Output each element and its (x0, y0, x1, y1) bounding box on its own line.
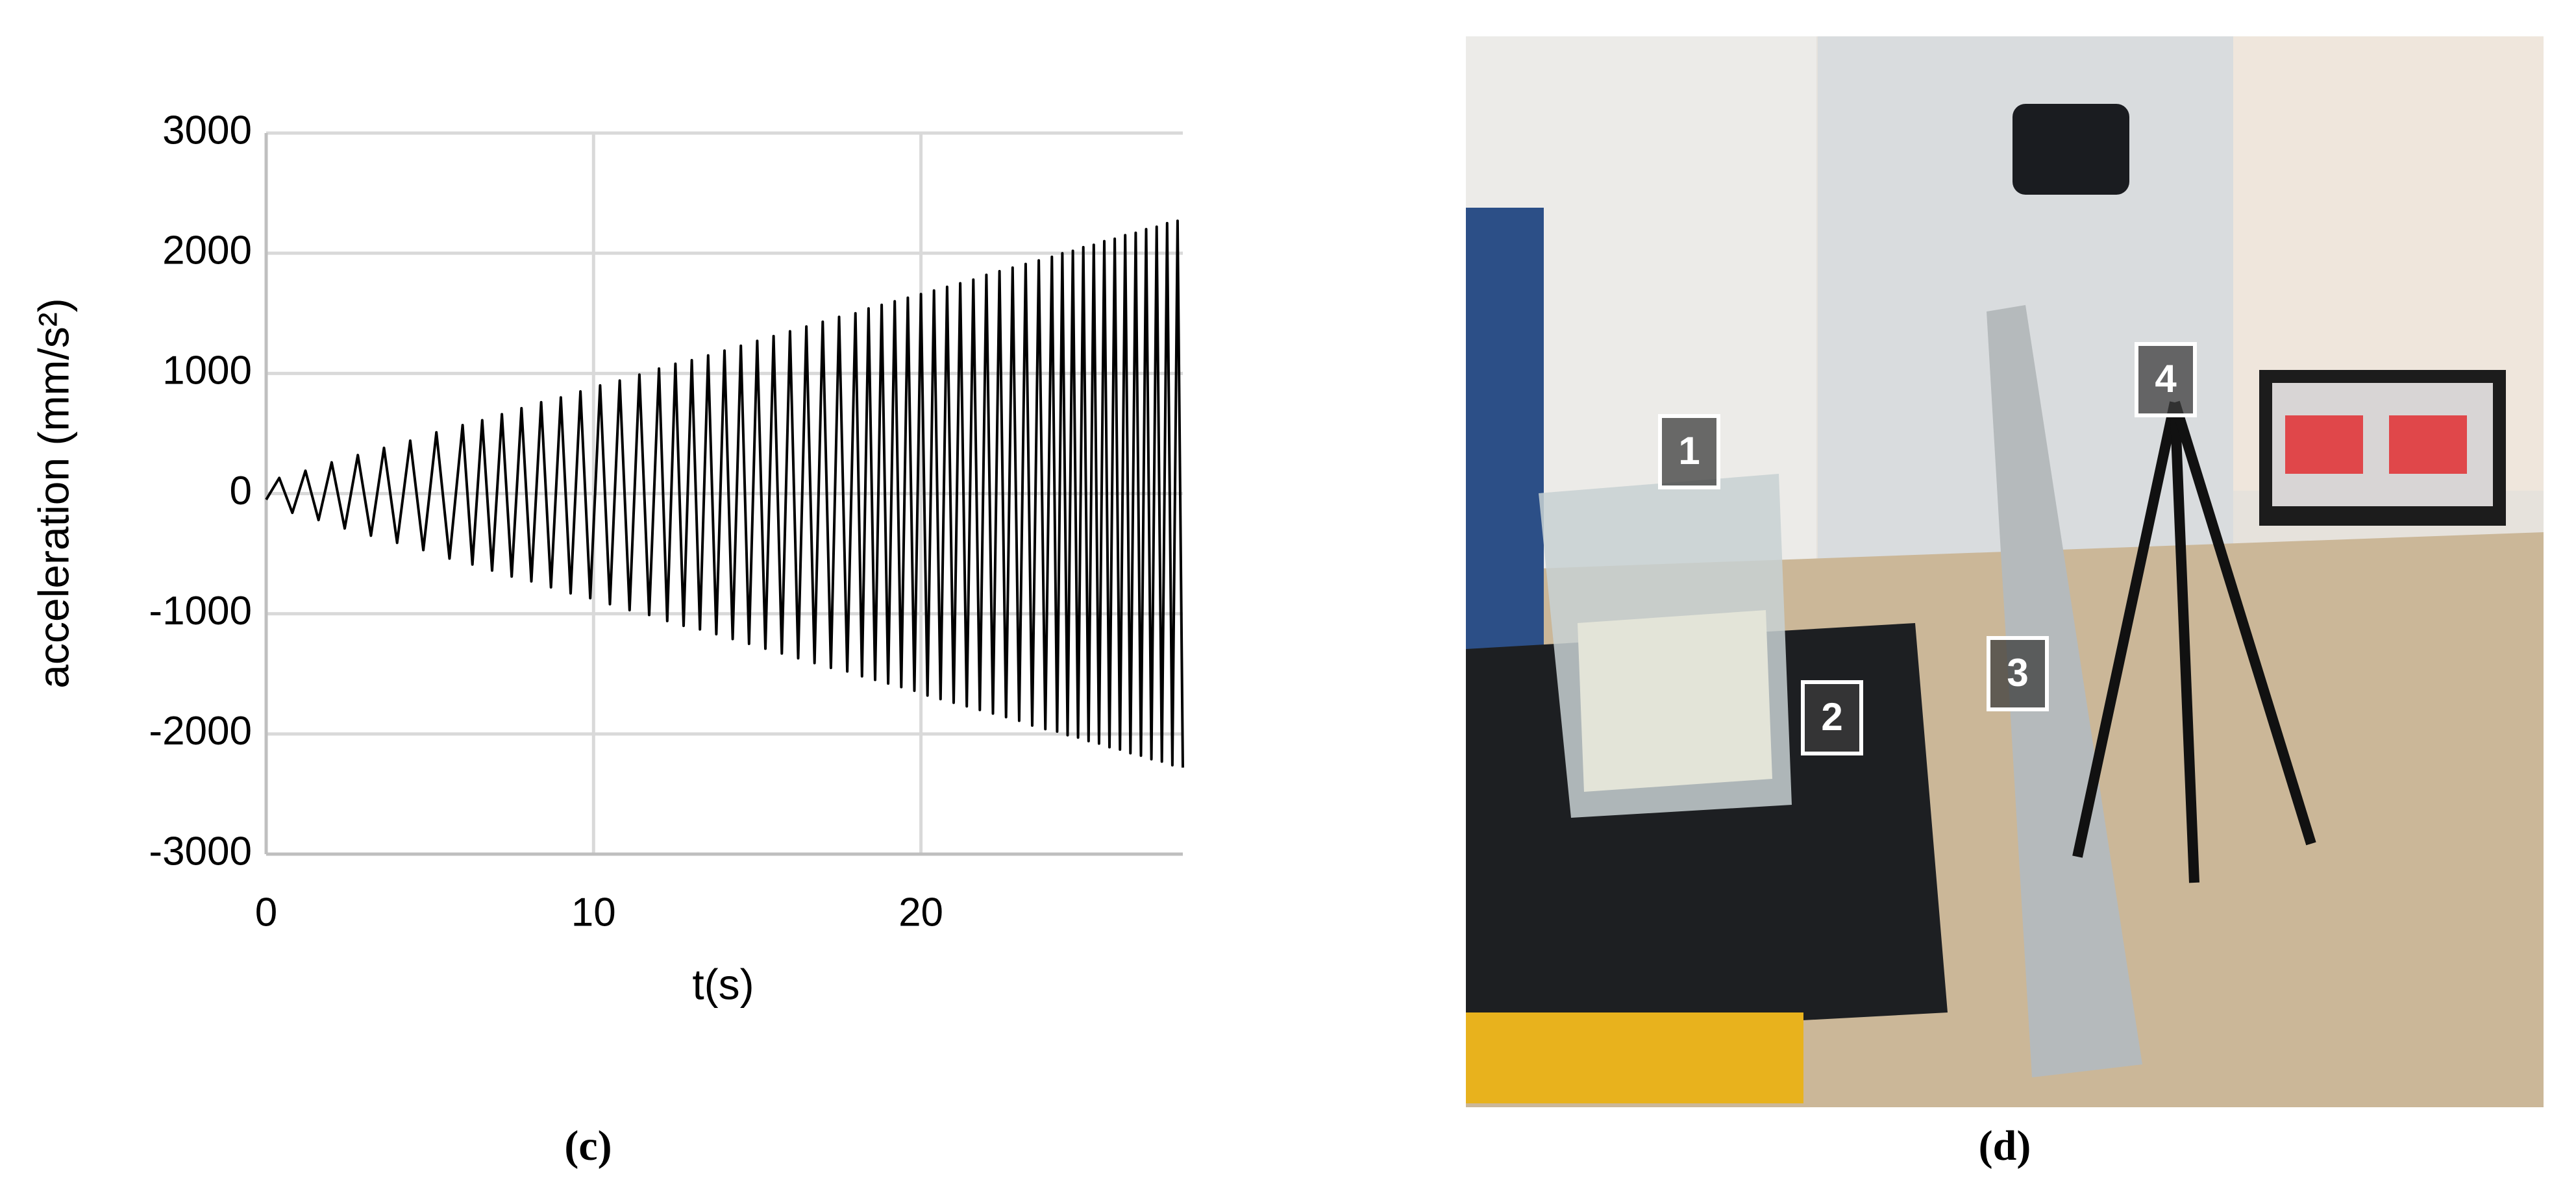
tripod-leg (2170, 402, 2199, 883)
y-tick-label: 2000 (162, 228, 252, 273)
x-tick-label: 20 (898, 890, 943, 935)
photo (1466, 36, 2544, 1107)
photo-label: 2 (1821, 695, 1842, 739)
platform (1466, 1012, 1803, 1103)
caption: (c) (564, 1122, 612, 1170)
camera (2012, 104, 2129, 195)
label-box (1658, 414, 1720, 489)
label-box (1801, 680, 1863, 755)
y-tick-label: 0 (230, 469, 252, 513)
y-tick-label: -3000 (149, 829, 252, 874)
x-tick-label: 0 (255, 890, 277, 935)
label-box (1987, 636, 2049, 711)
caption: (d) (1979, 1122, 2031, 1170)
tripod-leg (2170, 400, 2316, 846)
beam (1987, 305, 2142, 1077)
y-tick-label: 1000 (162, 349, 252, 393)
y-tick-label: 3000 (162, 108, 252, 153)
x-tick-label: 10 (571, 890, 616, 935)
y-tick-label: -2000 (149, 709, 252, 754)
label-box (2135, 342, 2197, 417)
x-axis-title: t(s) (692, 960, 754, 1008)
photo-label: 1 (1678, 429, 1700, 472)
data-line (265, 219, 1184, 768)
person (1466, 208, 1544, 688)
tripod-leg (2072, 401, 2180, 858)
laptop-image (2285, 415, 2363, 474)
y-axis-title: acceleration (mm/s²) (29, 298, 77, 688)
soil (1578, 610, 1772, 792)
laptop-image (2389, 415, 2467, 474)
y-tick-label: -1000 (149, 589, 252, 633)
photo-label: 3 (2007, 651, 2028, 694)
photo-label: 4 (2155, 357, 2177, 400)
